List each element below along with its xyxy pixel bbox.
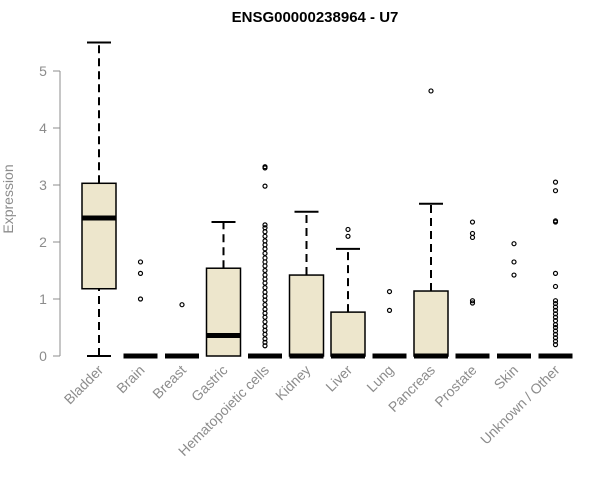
outlier-point	[262, 183, 268, 189]
y-tick-label: 3	[39, 177, 47, 193]
box-liver	[330, 226, 366, 359]
outlier-point	[262, 222, 268, 228]
box-iqr	[81, 182, 117, 290]
box-lung	[372, 288, 407, 359]
outlier-point	[262, 267, 268, 274]
x-tick-label: Lung	[363, 362, 396, 395]
outlier-point	[262, 343, 268, 349]
outlier-point	[137, 270, 144, 276]
outlier-point	[469, 219, 476, 225]
outlier-point	[552, 342, 559, 348]
outlier-point	[469, 234, 476, 241]
box-skin	[497, 241, 531, 359]
box-hematopoietic-cells	[248, 164, 282, 359]
x-tick-label: Skin	[491, 362, 522, 393]
box-iqr	[413, 290, 449, 357]
x-tick-label: Brain	[113, 362, 147, 396]
outlier-point	[428, 88, 434, 94]
box-gastric	[205, 221, 242, 357]
outlier-point	[137, 296, 144, 302]
boxes-layer	[81, 41, 573, 359]
y-tick-label: 5	[39, 63, 47, 79]
y-tick-label: 1	[39, 291, 47, 307]
box-iqr	[330, 311, 366, 357]
box-prostate	[455, 219, 490, 359]
outlier-point	[469, 298, 476, 304]
outlier-point	[386, 307, 393, 313]
x-tick-label: Prostate	[431, 362, 479, 410]
outlier-point	[511, 241, 517, 247]
outlier-point	[552, 188, 559, 194]
box-pancreas	[413, 88, 449, 359]
outlier-point	[262, 233, 268, 239]
outlier-point	[179, 302, 185, 308]
y-tick-label: 4	[39, 120, 47, 136]
outlier-point	[552, 219, 559, 225]
y-tick-label: 0	[39, 348, 47, 364]
outlier-point	[137, 259, 144, 265]
box-iqr	[205, 267, 242, 357]
outlier-point	[262, 285, 268, 291]
outlier-point	[386, 288, 393, 295]
outlier-point	[262, 319, 268, 325]
outlier-point	[552, 298, 559, 304]
outlier-point	[345, 233, 351, 239]
x-tick-label: Liver	[322, 362, 355, 395]
y-axis-label: Expression	[0, 164, 16, 233]
outlier-point	[552, 283, 559, 290]
x-tick-label: Breast	[149, 362, 189, 402]
x-tick-label: Kidney	[272, 362, 314, 404]
y-axis: 0 1 2 3 4 5	[39, 63, 61, 364]
x-tick-label: Bladder	[61, 362, 107, 408]
x-tick-label: Unknown / Other	[477, 362, 563, 448]
outlier-point	[262, 302, 268, 308]
outlier-point	[511, 259, 517, 265]
box-breast	[165, 302, 199, 359]
outlier-point	[511, 272, 517, 278]
outlier-point	[552, 322, 559, 328]
outlier-point	[552, 179, 559, 185]
chart-title: ENSG00000238964 - U7	[232, 9, 399, 26]
box-iqr	[288, 274, 325, 357]
y-tick-label: 2	[39, 234, 47, 250]
box-kidney	[288, 210, 325, 359]
box-bladder	[81, 41, 117, 357]
box-brain	[123, 259, 158, 359]
outlier-point	[262, 165, 268, 171]
box-unknown-other	[538, 179, 573, 359]
outlier-point	[552, 270, 559, 276]
outlier-point	[469, 300, 476, 306]
outlier-point	[345, 226, 351, 233]
outlier-point	[262, 250, 268, 256]
